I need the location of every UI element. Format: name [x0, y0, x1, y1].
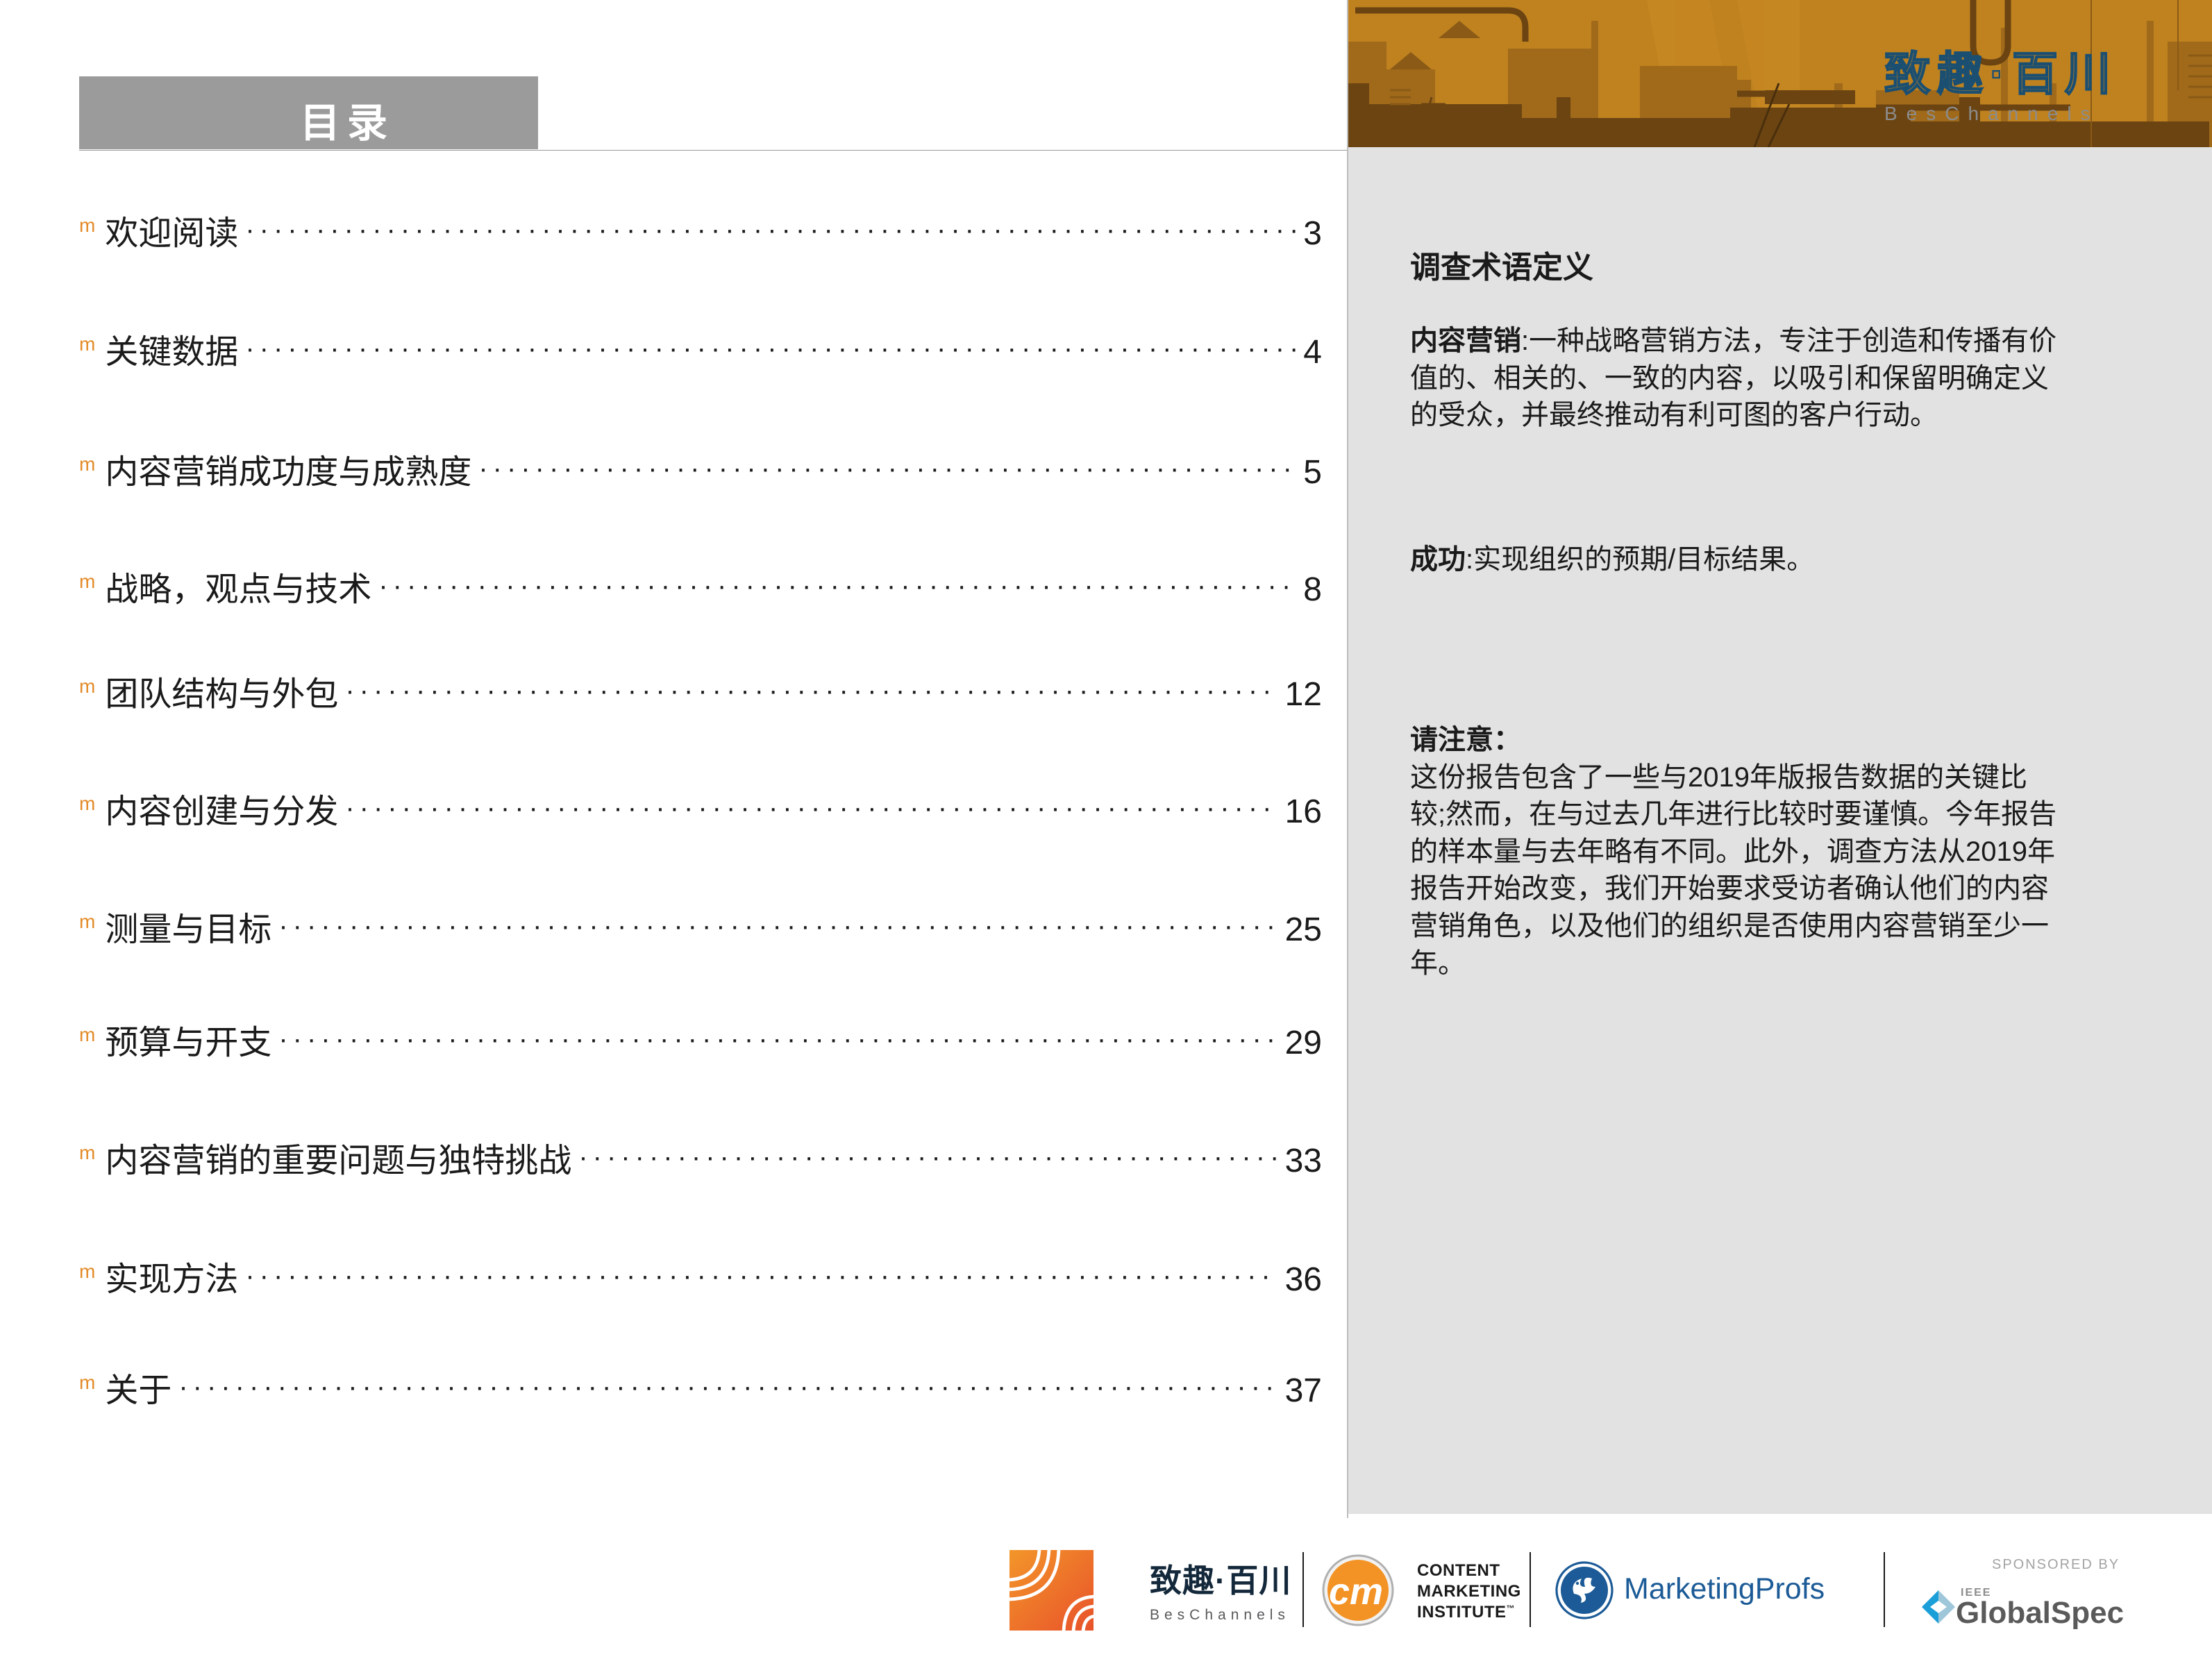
svg-text:cm: cm	[1329, 1571, 1383, 1612]
